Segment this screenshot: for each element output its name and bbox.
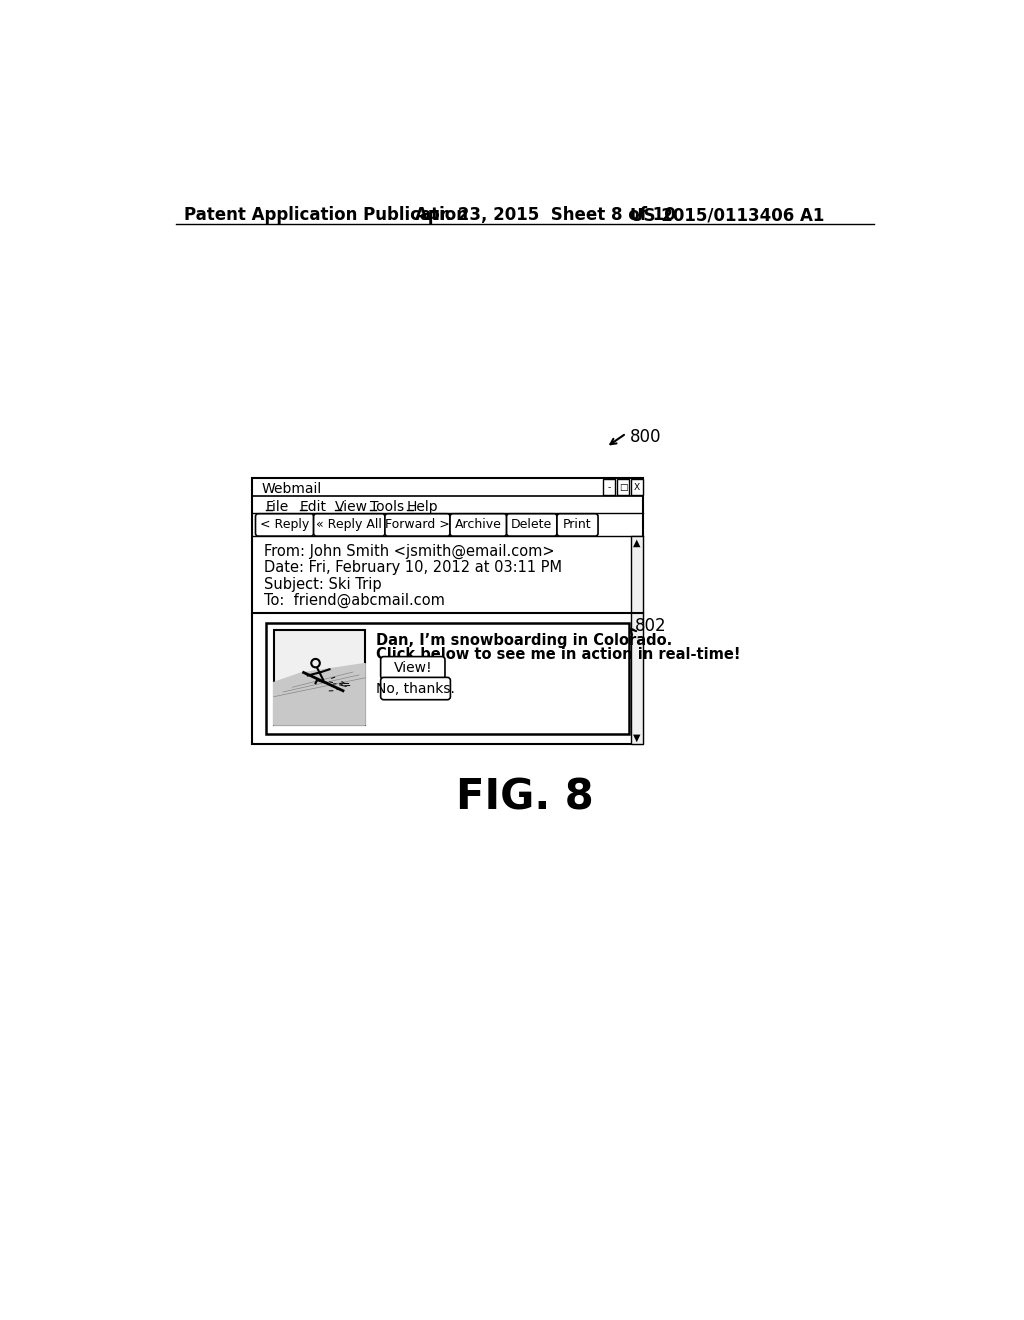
Text: Edit: Edit: [300, 499, 327, 513]
Bar: [631, 536, 643, 743]
Text: No, thanks.: No, thanks.: [376, 681, 455, 696]
FancyBboxPatch shape: [255, 513, 313, 536]
FancyBboxPatch shape: [381, 677, 451, 700]
Text: Date: Fri, February 10, 2012 at 03:11 PM: Date: Fri, February 10, 2012 at 03:11 PM: [264, 561, 562, 576]
Text: Webmail: Webmail: [261, 482, 322, 496]
FancyBboxPatch shape: [313, 513, 385, 536]
Text: Click below to see me in action in real-time!: Click below to see me in action in real-…: [376, 647, 740, 663]
Text: X: X: [634, 483, 640, 491]
Text: 800: 800: [630, 428, 662, 446]
Text: « Reply All: « Reply All: [316, 519, 382, 532]
Text: View!: View!: [393, 661, 432, 675]
Text: Subject: Ski Trip: Subject: Ski Trip: [264, 577, 382, 591]
Bar: [617, 479, 630, 495]
Polygon shape: [273, 664, 366, 725]
Text: File: File: [266, 499, 289, 513]
Text: Apr. 23, 2015  Sheet 8 of 10: Apr. 23, 2015 Sheet 8 of 10: [415, 206, 676, 224]
Text: Forward >: Forward >: [385, 519, 450, 532]
Text: Patent Application Publication: Patent Application Publication: [183, 206, 468, 224]
Text: From: John Smith <jsmith@email.com>: From: John Smith <jsmith@email.com>: [264, 544, 555, 560]
Text: View: View: [335, 499, 368, 513]
Text: -: -: [607, 483, 611, 491]
FancyBboxPatch shape: [557, 513, 598, 536]
FancyBboxPatch shape: [507, 513, 557, 536]
Text: < Reply: < Reply: [260, 519, 309, 532]
Text: Archive: Archive: [455, 519, 502, 532]
Text: □: □: [618, 483, 628, 491]
Text: Delete: Delete: [511, 519, 552, 532]
Bar: [631, 479, 643, 495]
Text: Help: Help: [407, 499, 438, 513]
Text: To:  friend@abcmail.com: To: friend@abcmail.com: [264, 593, 445, 609]
Text: FIG. 8: FIG. 8: [456, 776, 594, 818]
Text: Print: Print: [563, 519, 592, 532]
Text: US 2015/0113406 A1: US 2015/0113406 A1: [630, 206, 824, 224]
Text: Dan, I’m snowboarding in Colorado.: Dan, I’m snowboarding in Colorado.: [376, 634, 672, 648]
Text: ▼: ▼: [634, 733, 641, 742]
Bar: [252, 478, 643, 743]
FancyBboxPatch shape: [381, 656, 445, 678]
Bar: [273, 631, 366, 725]
FancyBboxPatch shape: [385, 513, 450, 536]
Text: Tools: Tools: [370, 499, 403, 513]
FancyBboxPatch shape: [450, 513, 507, 536]
Text: ▲: ▲: [634, 537, 641, 548]
Bar: [603, 479, 615, 495]
Text: 802: 802: [635, 618, 667, 635]
Bar: [266, 623, 630, 734]
